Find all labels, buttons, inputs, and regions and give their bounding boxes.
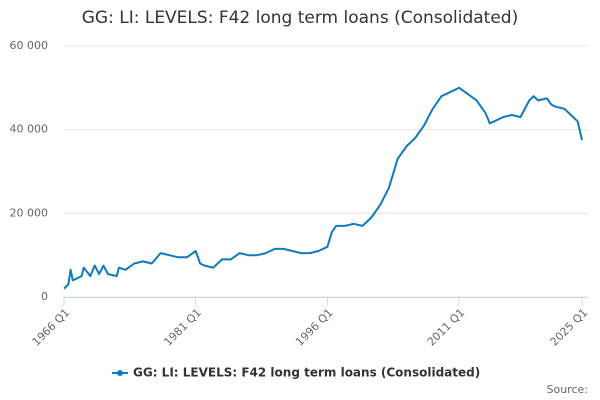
y-tick-label: 40 000	[10, 123, 49, 136]
y-tick-label: 0	[41, 290, 48, 303]
source-label: Source:	[547, 383, 589, 396]
x-tick-label: 2011 Q1	[425, 306, 468, 349]
y-tick-label: 60 000	[10, 39, 49, 52]
x-tick-label: 1981 Q1	[161, 306, 204, 349]
legend-label: GG: LI: LEVELS: F42 long term loans (Con…	[133, 366, 480, 380]
y-tick-label: 20 000	[10, 206, 49, 219]
legend-marker	[117, 370, 123, 376]
data-line	[63, 86, 583, 290]
x-tick-label: 1996 Q1	[293, 306, 336, 349]
chart-title: GG: LI: LEVELS: F42 long term loans (Con…	[82, 8, 518, 28]
x-tick-label: 2025 Q1	[548, 306, 591, 349]
x-tick-label: 1966 Q1	[30, 306, 73, 349]
